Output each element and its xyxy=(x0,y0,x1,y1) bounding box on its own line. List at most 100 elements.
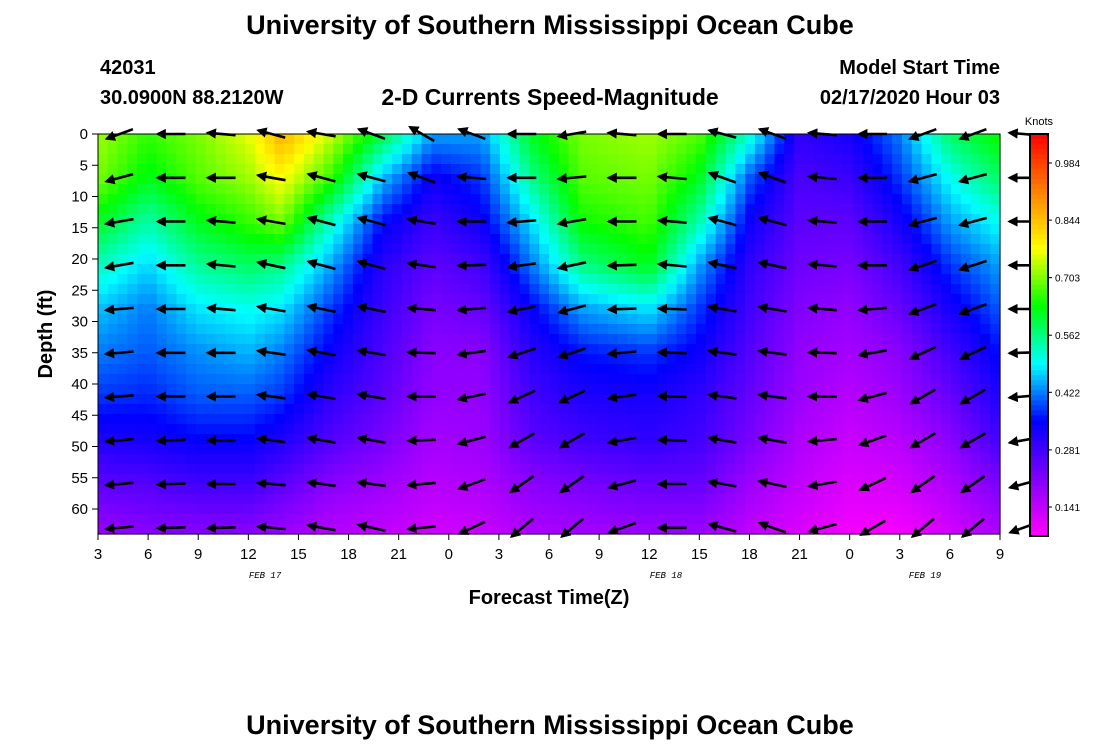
heatmap-cell xyxy=(588,524,599,535)
heatmap-cell xyxy=(607,214,619,225)
heatmap-cell xyxy=(872,524,883,535)
heatmap-cell xyxy=(745,184,756,195)
heatmap-cell xyxy=(343,224,354,235)
heatmap-cell xyxy=(323,464,334,475)
heatmap-cell xyxy=(372,354,383,365)
heatmap-cell xyxy=(901,264,913,275)
heatmap-cell xyxy=(117,234,129,245)
heatmap-cell xyxy=(823,414,834,425)
heatmap-cell xyxy=(931,494,942,505)
heatmap-cell xyxy=(647,234,658,245)
heatmap-cell xyxy=(274,224,285,235)
heatmap-cell xyxy=(715,464,727,475)
heatmap-cell xyxy=(666,314,678,325)
heatmap-cell xyxy=(666,174,678,185)
heatmap-cell xyxy=(637,514,648,525)
heatmap-cell xyxy=(882,204,893,215)
heatmap-cell xyxy=(607,464,619,475)
heatmap-cell xyxy=(774,144,785,155)
heatmap-cell xyxy=(941,514,952,525)
heatmap-cell xyxy=(637,264,648,275)
heatmap-cell xyxy=(509,154,521,165)
heatmap-cell xyxy=(186,234,197,245)
heatmap-cell xyxy=(166,294,178,305)
heatmap-cell xyxy=(833,154,844,165)
heatmap-cell xyxy=(872,424,883,435)
heatmap-cell xyxy=(343,364,354,375)
heatmap-cell xyxy=(558,424,570,435)
heatmap-cell xyxy=(225,494,236,505)
heatmap-cell xyxy=(470,284,481,295)
heatmap-cell xyxy=(803,504,815,515)
heatmap-cell xyxy=(294,224,305,235)
heatmap-cell xyxy=(813,224,825,235)
heatmap-cell xyxy=(362,274,374,285)
heatmap-cell xyxy=(352,404,364,415)
heatmap-cell xyxy=(313,324,325,335)
heatmap-cell xyxy=(441,514,452,525)
heatmap-cell xyxy=(637,194,648,205)
heatmap-cell xyxy=(450,274,462,285)
heatmap-cell xyxy=(637,494,648,505)
heatmap-cell xyxy=(617,204,629,215)
heatmap-cell xyxy=(490,524,501,535)
heatmap-cell xyxy=(254,194,266,205)
heatmap-cell xyxy=(921,204,932,215)
heatmap-cell xyxy=(745,304,756,315)
heatmap-cell xyxy=(205,504,217,515)
colorbar-segment xyxy=(1030,324,1048,331)
heatmap-cell xyxy=(862,474,874,485)
heatmap-cell xyxy=(107,224,119,235)
heatmap-cell xyxy=(98,364,109,375)
heatmap-cell xyxy=(539,354,550,365)
heatmap-cell xyxy=(735,254,746,265)
heatmap-cell xyxy=(235,504,246,515)
heatmap-cell xyxy=(558,504,570,515)
heatmap-cell xyxy=(833,454,844,465)
heatmap-cell xyxy=(980,474,991,485)
heatmap-cell xyxy=(676,514,687,525)
heatmap-cell xyxy=(931,144,942,155)
heatmap-cell xyxy=(450,214,462,225)
heatmap-cell xyxy=(196,204,207,215)
heatmap-cell xyxy=(156,514,168,525)
heatmap-cell xyxy=(784,374,795,385)
heatmap-cell xyxy=(862,294,874,305)
heatmap-cell xyxy=(862,204,874,215)
heatmap-cell xyxy=(862,414,874,425)
heatmap-cell xyxy=(196,524,207,535)
heatmap-cell xyxy=(892,334,903,345)
heatmap-cell xyxy=(117,444,129,455)
heatmap-cell xyxy=(980,134,991,145)
heatmap-cell xyxy=(490,134,501,145)
heatmap-cell xyxy=(98,384,109,395)
heatmap-cell xyxy=(294,254,305,265)
heatmap-cell xyxy=(823,444,834,455)
heatmap-cell xyxy=(980,274,991,285)
heatmap-cell xyxy=(382,294,393,305)
heatmap-cell xyxy=(166,284,178,295)
heatmap-cell xyxy=(941,494,952,505)
heatmap-cell xyxy=(588,224,599,235)
heatmap-cell xyxy=(774,464,785,475)
heatmap-cell xyxy=(656,134,668,145)
heatmap-cell xyxy=(598,324,609,335)
heatmap-cell xyxy=(882,134,893,145)
heatmap-cell xyxy=(313,444,325,455)
heatmap-cell xyxy=(245,444,256,455)
heatmap-cell xyxy=(676,184,687,195)
heatmap-cell xyxy=(235,364,246,375)
heatmap-cell xyxy=(431,514,442,525)
heatmap-cell xyxy=(578,364,589,375)
heatmap-cell xyxy=(892,244,903,255)
heatmap-cell xyxy=(215,284,227,295)
heatmap-cell xyxy=(941,154,952,165)
heatmap-cell xyxy=(450,334,462,345)
heatmap-cell xyxy=(215,424,227,435)
heatmap-cell xyxy=(362,394,374,405)
heatmap-cell xyxy=(960,494,972,505)
heatmap-cell xyxy=(401,384,413,395)
heatmap-cell xyxy=(990,154,1001,165)
heatmap-cell xyxy=(127,444,138,455)
heatmap-cell xyxy=(843,314,854,325)
